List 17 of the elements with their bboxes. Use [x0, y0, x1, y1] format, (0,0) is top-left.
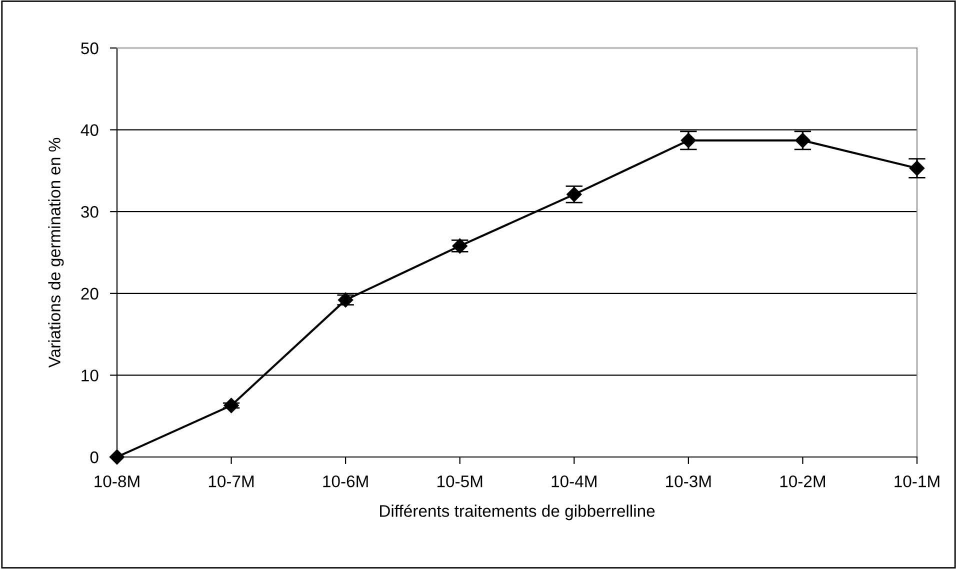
y-axis-title: Variations de germination en % — [48, 138, 64, 368]
point — [109, 449, 125, 465]
y-tick-label: 30 — [81, 206, 98, 218]
y-tick-label: 40 — [80, 124, 98, 136]
x-tick-label: 10-6M — [323, 475, 368, 488]
y-tick-label: 10 — [82, 370, 98, 382]
x-tick-label: 10-4M — [552, 475, 596, 488]
x-tick-label: 10-8M — [94, 475, 140, 488]
x-tick-label: 10-1M — [894, 475, 940, 488]
y-tick-label: 0 — [90, 451, 98, 464]
y-tick-label: 20 — [81, 288, 98, 300]
x-tick-label: 10-2M — [780, 475, 825, 488]
x-tick-label: 10-5M — [438, 475, 482, 488]
x-tick-label: 10-3M — [666, 475, 711, 488]
x-axis-title: Différents traitements de gibberrelline — [380, 504, 655, 520]
y-tick-label: 50 — [81, 42, 98, 54]
x-tick-label: 10-7M — [208, 475, 254, 488]
